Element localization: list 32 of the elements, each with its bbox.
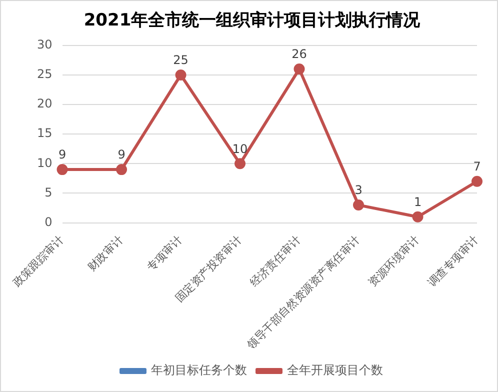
data-label: 3 xyxy=(354,183,362,198)
y-tick-label: 5 xyxy=(44,185,52,200)
point xyxy=(234,158,246,170)
point xyxy=(294,64,305,75)
data-label: 25 xyxy=(173,53,188,68)
y-tick-label: 0 xyxy=(44,214,52,229)
y-tick-label: 30 xyxy=(36,38,52,52)
point xyxy=(412,211,424,222)
x-tick-label: 经济责任审计 xyxy=(248,233,304,290)
point xyxy=(56,164,68,176)
legend-label: 年初目标任务个数 xyxy=(151,363,247,378)
data-label: 7 xyxy=(473,160,481,174)
chart-title: 2021年全市统一组织审计项目计划执行情况 xyxy=(84,10,422,31)
y-tick-label: 10 xyxy=(36,156,52,170)
x-tick-label: 专项审计 xyxy=(144,233,185,274)
point xyxy=(472,176,482,187)
point xyxy=(116,164,128,176)
data-label: 1 xyxy=(414,194,422,209)
x-tick-label: 资源环境审计 xyxy=(366,233,422,290)
y-tick-label: 25 xyxy=(36,67,52,82)
x-tick-label: 调查专项审计 xyxy=(425,233,482,290)
x-tick-label: 政策跟踪审计 xyxy=(10,233,66,290)
data-label: 26 xyxy=(292,47,307,62)
data-label: 10 xyxy=(232,142,248,156)
data-label: 9 xyxy=(118,148,126,162)
legend-label: 全年开展项目个数 xyxy=(287,363,383,378)
y-tick-label: 15 xyxy=(36,126,52,140)
y-tick-label: 20 xyxy=(36,96,52,111)
point xyxy=(175,69,186,80)
point xyxy=(353,200,364,211)
x-tick-label: 财政审计 xyxy=(85,233,126,274)
data-label: 9 xyxy=(58,148,66,162)
